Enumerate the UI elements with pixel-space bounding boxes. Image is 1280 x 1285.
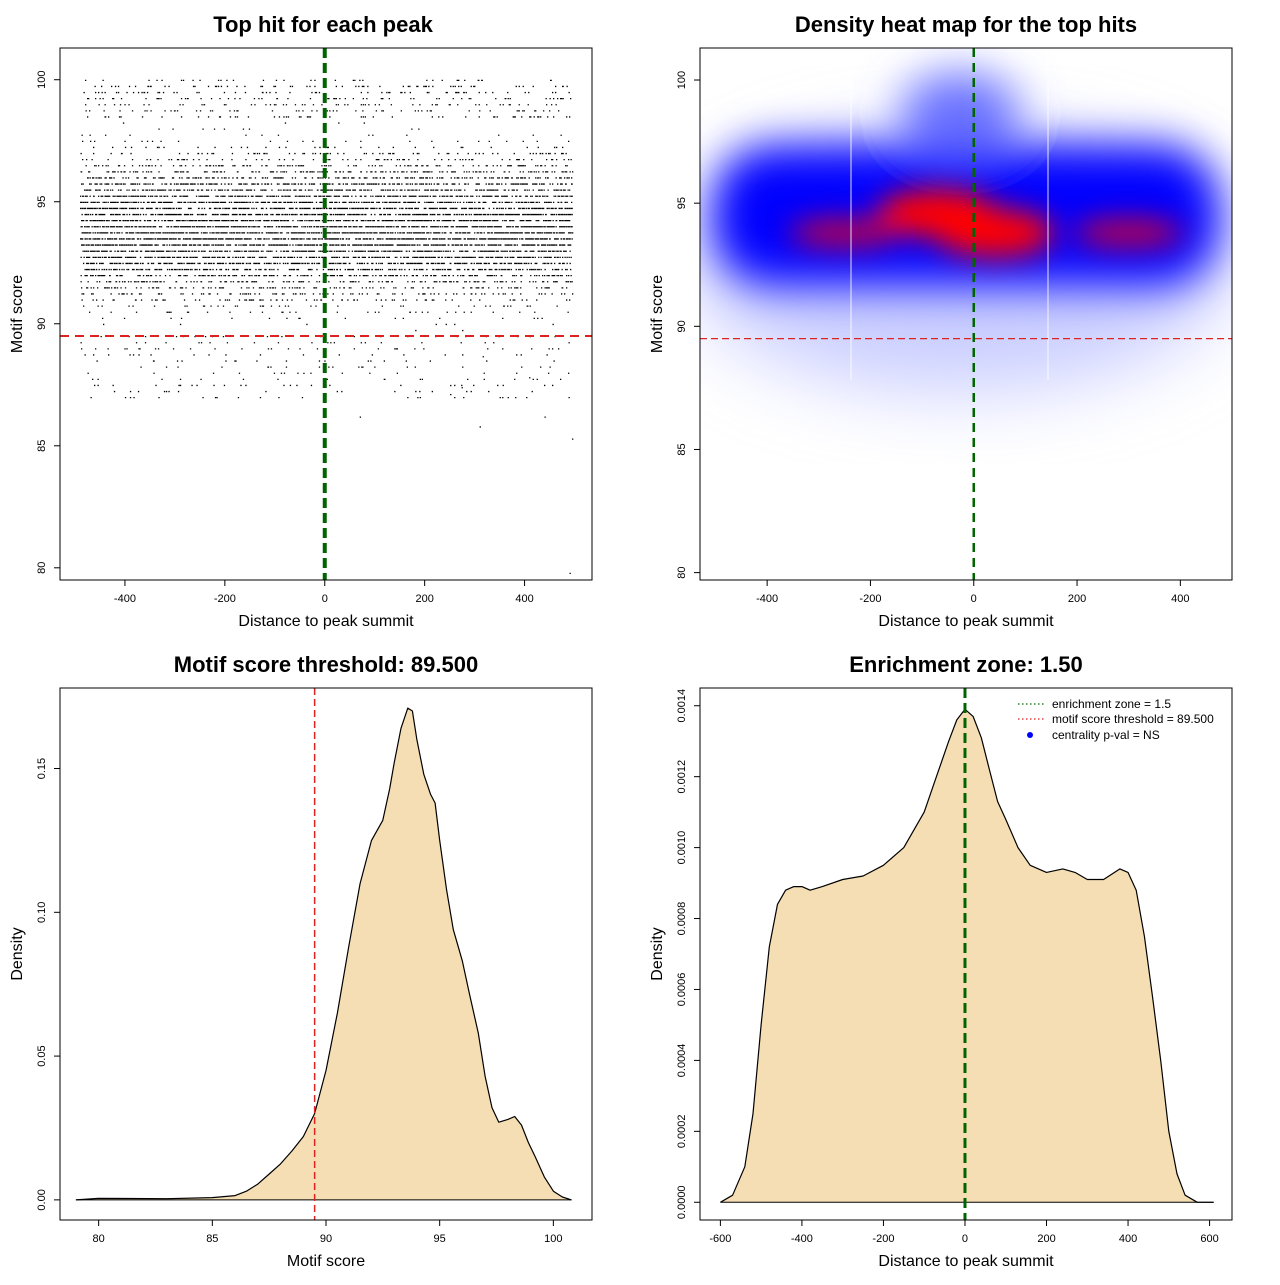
legend: enrichment zone = 1.5 motif score thresh… (1018, 697, 1214, 742)
legend-swatch-centrality (1027, 732, 1033, 738)
x-tick-label: -400 (756, 593, 778, 605)
panel-title: Top hit for each peak (213, 12, 433, 37)
heatmap-area (700, 48, 1232, 580)
x-tick-label: 95 (434, 1233, 446, 1245)
x-axis-label: Distance to peak summit (238, 613, 414, 630)
x-axis-label: Motif score (287, 1253, 365, 1270)
y-tick-label: 0.0006 (676, 973, 688, 1007)
y-tick-label: 100 (676, 71, 688, 89)
y-tick-label: 100 (36, 71, 48, 89)
density-area (720, 708, 1214, 1203)
y-tick-label: 80 (676, 566, 688, 578)
y-tick-label: 85 (676, 443, 688, 455)
x-tick-label: 90 (320, 1233, 332, 1245)
heatmap-blue-top (900, 72, 1020, 152)
scatter-panel: Top hit for each peak -400 -200 0 200 400 80… (9, 12, 593, 630)
y-axis: 80 85 90 95 100 (676, 71, 701, 579)
legend-label-enrichment-zone: enrichment zone = 1.5 (1052, 697, 1171, 711)
y-tick-label: 0.15 (36, 758, 48, 779)
x-tick-label: -600 (709, 1233, 731, 1245)
y-tick-label: 0.0004 (676, 1044, 688, 1078)
y-axis-label: Density (9, 927, 26, 980)
density-curve (75, 707, 572, 1201)
y-tick-label: 90 (36, 318, 48, 330)
legend-label-threshold: motif score threshold = 89.500 (1052, 712, 1214, 726)
y-tick-label: 0.00 (36, 1189, 48, 1210)
x-tick-label: 400 (1119, 1233, 1137, 1245)
x-tick-label: 0 (962, 1233, 968, 1245)
y-axis-label: Motif score (9, 275, 26, 353)
density-fill (75, 708, 572, 1200)
y-tick-label: 95 (676, 197, 688, 209)
heatmap-hotspot (789, 218, 900, 247)
x-tick-label: -200 (859, 593, 881, 605)
y-tick-label: 0.0012 (676, 760, 688, 794)
legend-label-centrality: centrality p-val = NS (1052, 728, 1160, 742)
x-tick-label: 200 (1068, 593, 1086, 605)
x-tick-label: -200 (214, 593, 236, 605)
x-axis: -600 -400 -200 0 200 400 600 (709, 1219, 1219, 1245)
density-area (75, 707, 572, 1201)
x-axis: -400 -200 0 200 400 (756, 579, 1190, 605)
x-tick-label: -400 (791, 1233, 813, 1245)
y-tick-label: 0.0002 (676, 1115, 688, 1149)
panel-title: Density heat map for the top hits (795, 12, 1137, 37)
y-tick-label: 85 (36, 440, 48, 452)
y-tick-label: 0.0008 (676, 902, 688, 936)
reference-lines (60, 48, 592, 580)
x-tick-label: 200 (1037, 1233, 1055, 1245)
distance-density-panel: Enrichment zone: 1.50 -600 -400 -200 0 200 40… (649, 652, 1233, 1270)
x-axis-label: Distance to peak summit (878, 1253, 1054, 1270)
x-axis-label: Distance to peak summit (878, 613, 1054, 630)
reference-lines (700, 48, 1232, 580)
heatmap-panel: Density heat map for the top hits -400 -2… (649, 12, 1233, 630)
y-tick-label: 0.10 (36, 902, 48, 923)
y-tick-label: 0.0014 (676, 689, 688, 723)
y-axis: 80 85 90 95 100 (36, 71, 61, 574)
heatmap-hotspot (877, 189, 998, 238)
x-tick-label: -400 (114, 593, 136, 605)
panel-title: Enrichment zone: 1.50 (849, 652, 1083, 677)
y-tick-label: 80 (36, 562, 48, 574)
x-tick-label: 400 (1171, 593, 1189, 605)
y-axis-label: Motif score (649, 275, 666, 353)
x-tick-label: 200 (415, 593, 433, 605)
panel-title: Motif score threshold: 89.500 (174, 652, 478, 677)
x-tick-label: 400 (515, 593, 533, 605)
x-tick-label: 80 (93, 1233, 105, 1245)
y-axis-label: Density (649, 927, 666, 980)
y-tick-label: 90 (676, 320, 688, 332)
y-axis: 0.00 0.05 0.10 0.15 (36, 758, 61, 1211)
y-tick-label: 0.0010 (676, 831, 688, 865)
x-axis: 80 85 90 95 100 (93, 1219, 563, 1245)
x-tick-label: 600 (1200, 1233, 1218, 1245)
y-tick-label: 0.05 (36, 1045, 48, 1066)
x-tick-label: 0 (971, 593, 977, 605)
y-axis: 0.0000 0.0002 0.0004 0.0006 0.0008 0.0010 0.00… (676, 689, 701, 1219)
x-tick-label: 0 (322, 593, 328, 605)
heatmap-hotspots (789, 189, 1184, 257)
y-tick-label: 0.0000 (676, 1185, 688, 1219)
x-tick-label: 85 (206, 1233, 218, 1245)
density-curve (720, 708, 1214, 1203)
y-tick-label: 95 (36, 196, 48, 208)
x-tick-label: 100 (544, 1233, 562, 1245)
x-axis: -400 -200 0 200 400 (114, 579, 534, 605)
score-density-panel: Motif score threshold: 89.500 80 85 90 95 10… (9, 652, 593, 1270)
x-tick-label: -200 (872, 1233, 894, 1245)
density-fill (720, 709, 1214, 1203)
heatmap-hotspot (1073, 218, 1184, 247)
